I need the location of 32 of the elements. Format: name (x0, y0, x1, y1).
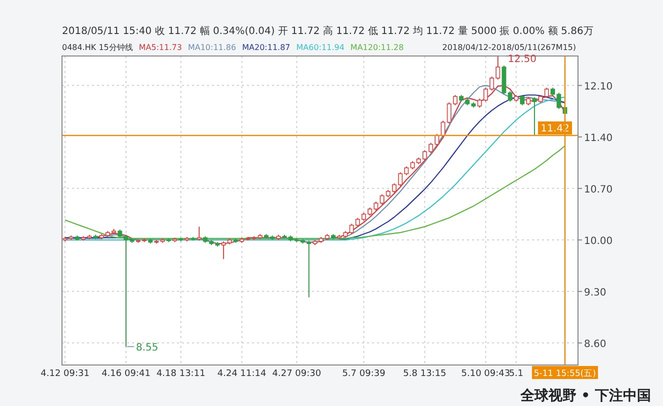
text: 全球视野 • 下注中国 (519, 387, 651, 404)
text: MA5:11.73 (138, 43, 182, 52)
x-tick-label: 5.7 09:39 (342, 369, 386, 379)
text: 2018/04/12-2018/05/11(267M15) (442, 43, 576, 52)
x-tick-label: 4.18 13:11 (156, 369, 206, 379)
x-tick-label: 5.8 13:15 (403, 369, 446, 379)
y-tick-label: 8.60 (584, 338, 606, 350)
y-tick-label: 12.10 (584, 81, 613, 92)
candlestick (196, 226, 202, 242)
candlestick (520, 94, 525, 106)
y-tick-label: 10.00 (584, 236, 613, 247)
line-series (64, 145, 566, 240)
x-tick-label: 5.1 (509, 369, 524, 379)
annotation: 8.55 (136, 342, 158, 354)
x-tick-label: 5.10 09:43 (461, 369, 510, 379)
candlestick (532, 96, 537, 136)
text: MA20:11.87 (242, 43, 290, 52)
y-tick-label: 10.70 (584, 184, 613, 196)
text: MA120:11.28 (350, 43, 404, 52)
annotation: 12.50 (508, 54, 537, 65)
text: MA10:11.86 (188, 43, 236, 52)
x-tick-label: 4.24 11:14 (217, 369, 267, 379)
x-tick-label: 5-11 15:55(五) (534, 369, 596, 379)
x-tick-label: 4.27 09:30 (272, 369, 322, 379)
chart-subtitle: 0484.HK 15分钟线 (62, 43, 133, 52)
y-tick-label: 9.30 (584, 287, 606, 298)
chart-title: 2018/05/11 15:40 收 11.72 幅 0.34%(0.04) 开 11.72 高 11.72 低 11.72 均 11.72 量 5000 振 0.00% 额 5.86万 (62, 25, 594, 37)
y-tick-label: 11.40 (584, 132, 613, 144)
text: MA60:11.94 (296, 43, 344, 52)
x-tick-label: 4.12 09:31 (40, 369, 90, 379)
candlestick (508, 90, 512, 102)
x-tick-label: 4.16 09:41 (102, 369, 150, 379)
